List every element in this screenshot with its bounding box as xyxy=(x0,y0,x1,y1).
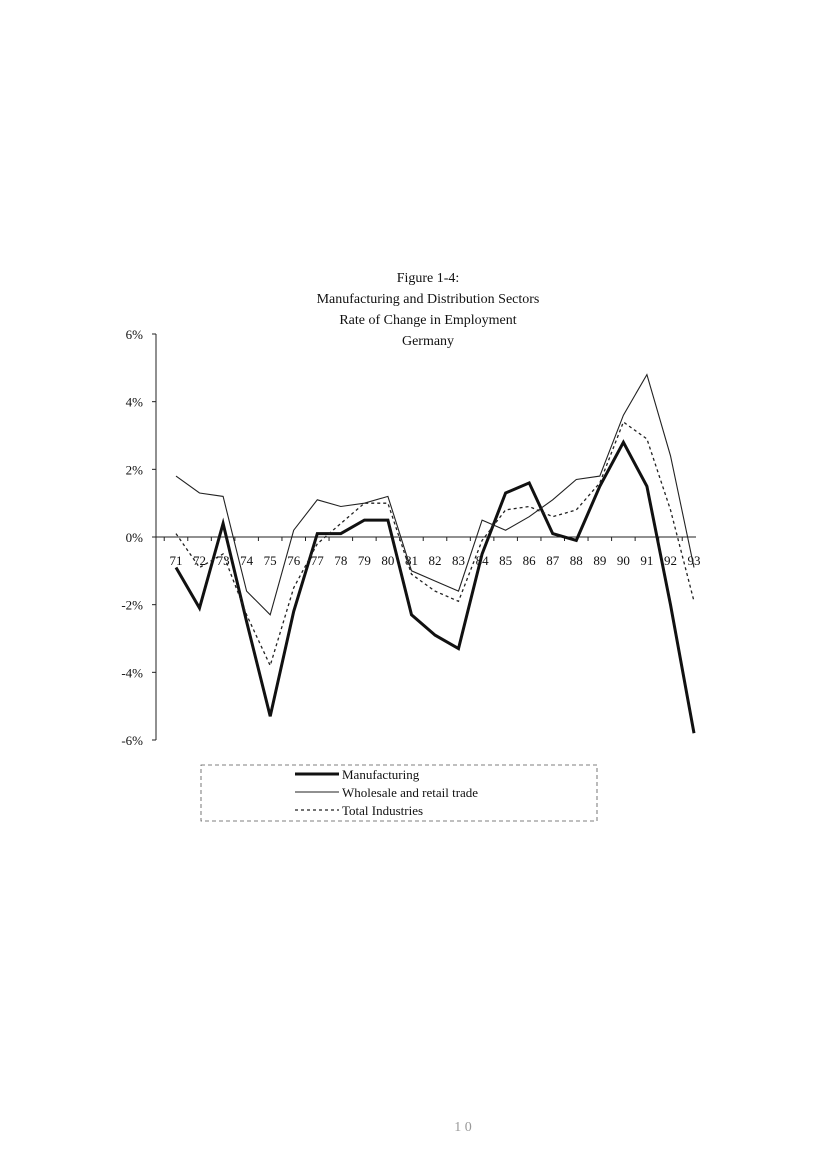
x-tick-label: 83 xyxy=(452,553,465,568)
x-tick-label: 71 xyxy=(170,553,183,568)
y-tick-label: 6% xyxy=(126,327,144,342)
y-ticks: 6% 4% 2% 0% -2% -4% -6% xyxy=(121,327,156,748)
x-ticks: 71 72 73 74 75 76 77 78 79 80 81 82 83 84 85 86 87 88 89 90… xyxy=(163,537,701,568)
y-tick-label: 0% xyxy=(126,530,144,545)
y-tick-label: 4% xyxy=(126,395,144,410)
x-tick-label: 90 xyxy=(617,553,630,568)
y-tick-label: -6% xyxy=(121,733,143,748)
x-tick-label: 79 xyxy=(358,553,371,568)
legend-label: Manufacturing xyxy=(342,767,420,782)
legend-box xyxy=(200,764,598,822)
x-tick-label: 81 xyxy=(405,553,418,568)
x-tick-label: 73 xyxy=(217,553,230,568)
title-line-3: Rate of Change in Employment xyxy=(339,313,516,328)
x-tick-label: 92 xyxy=(664,553,677,568)
x-tick-label: 89 xyxy=(593,553,606,568)
y-tick-label: 2% xyxy=(126,462,144,477)
title-line-4: Germany xyxy=(402,334,454,349)
x-tick-label: 75 xyxy=(264,553,277,568)
title-line-2: Manufacturing and Distribution Sectors xyxy=(317,292,540,307)
series-line-total-industries xyxy=(175,420,695,668)
legend-label: Wholesale and retail trade xyxy=(342,785,478,800)
x-tick-label: 91 xyxy=(640,553,653,568)
legend-label: Total Industries xyxy=(342,803,423,818)
x-tick-label: 78 xyxy=(334,553,347,568)
x-tick-label: 93 xyxy=(688,553,701,568)
page-number: 1 0 xyxy=(454,1120,472,1135)
x-tick-label: 74 xyxy=(240,553,254,568)
series-lines xyxy=(174,373,696,734)
legend: Manufacturing Wholesale and retail trade T… xyxy=(200,764,598,822)
x-tick-label: 77 xyxy=(311,553,325,568)
x-tick-label: 88 xyxy=(570,553,583,568)
y-tick-label: -2% xyxy=(121,598,143,613)
x-tick-label: 76 xyxy=(287,553,301,568)
chart-axes xyxy=(155,334,696,740)
x-tick-label: 72 xyxy=(193,553,206,568)
series-line-manufacturing xyxy=(174,439,696,734)
x-tick-label: 87 xyxy=(546,553,560,568)
x-tick-label: 82 xyxy=(429,553,442,568)
title-line-1: Figure 1-4: xyxy=(397,271,460,286)
y-tick-label: -4% xyxy=(121,665,143,680)
x-tick-label: 80 xyxy=(381,553,394,568)
chart-title: Figure 1-4: Manufacturing and Distributio… xyxy=(317,271,540,349)
x-tick-label: 86 xyxy=(523,553,537,568)
x-tick-label: 85 xyxy=(499,553,512,568)
series-line-wholesale-and-retail-trade xyxy=(175,373,695,616)
